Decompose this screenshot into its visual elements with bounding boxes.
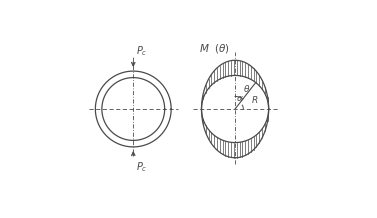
- Text: $R$: $R$: [251, 94, 259, 105]
- Text: $\theta$: $\theta$: [243, 83, 251, 94]
- Text: $P_c$: $P_c$: [136, 44, 147, 58]
- Text: $P_c$: $P_c$: [136, 160, 147, 174]
- Text: $\alpha$: $\alpha$: [236, 94, 244, 103]
- Text: $M$  ($\theta$): $M$ ($\theta$): [199, 42, 230, 55]
